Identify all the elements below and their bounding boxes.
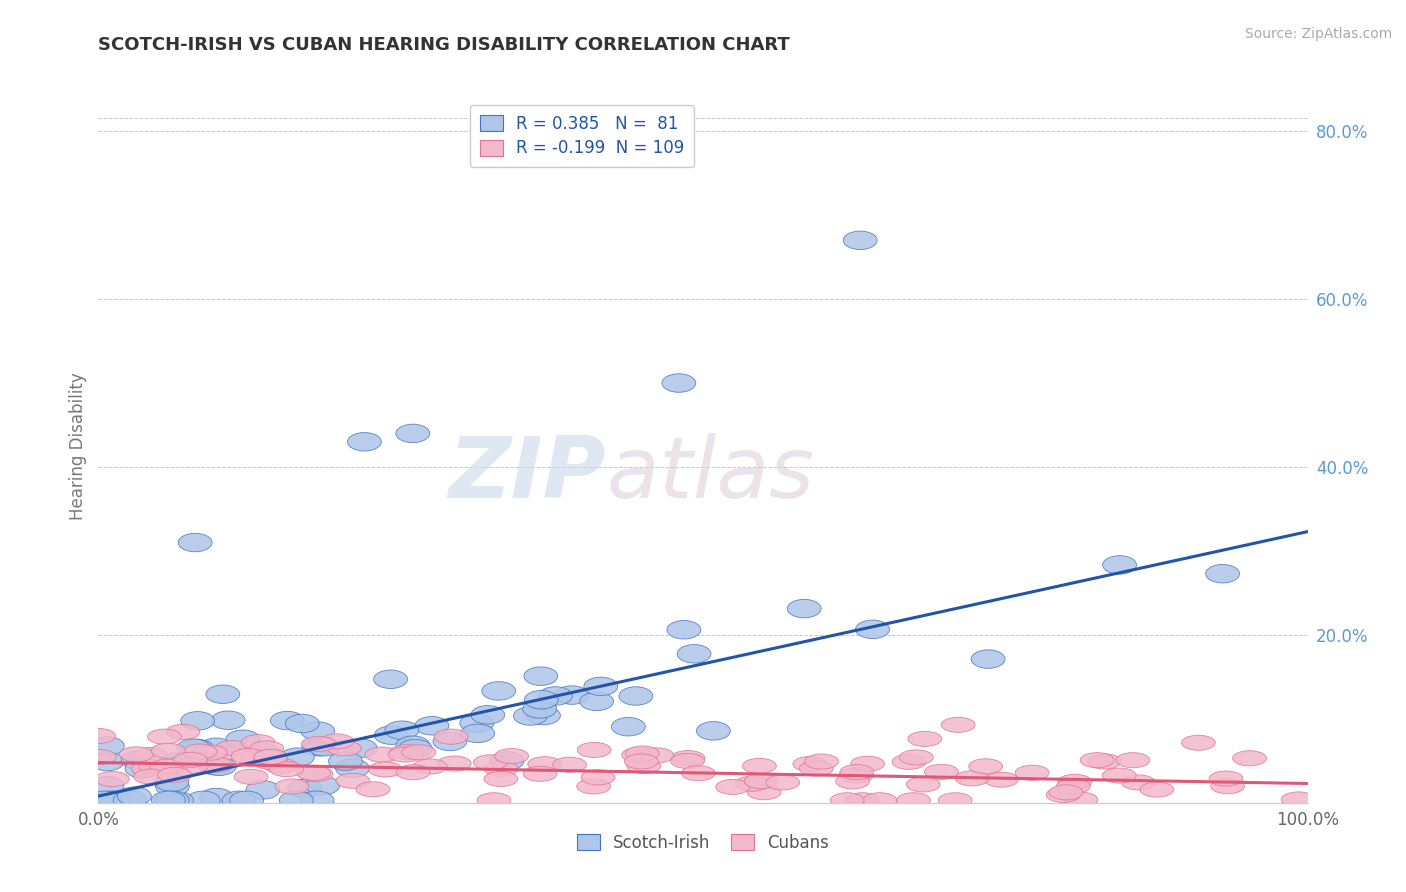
Text: ZIP: ZIP	[449, 433, 606, 516]
Text: Source: ZipAtlas.com: Source: ZipAtlas.com	[1244, 27, 1392, 41]
Y-axis label: Hearing Disability: Hearing Disability	[69, 372, 87, 520]
Text: SCOTCH-IRISH VS CUBAN HEARING DISABILITY CORRELATION CHART: SCOTCH-IRISH VS CUBAN HEARING DISABILITY…	[98, 36, 790, 54]
Legend: Scotch-Irish, Cubans: Scotch-Irish, Cubans	[569, 828, 837, 859]
Text: atlas: atlas	[606, 433, 814, 516]
